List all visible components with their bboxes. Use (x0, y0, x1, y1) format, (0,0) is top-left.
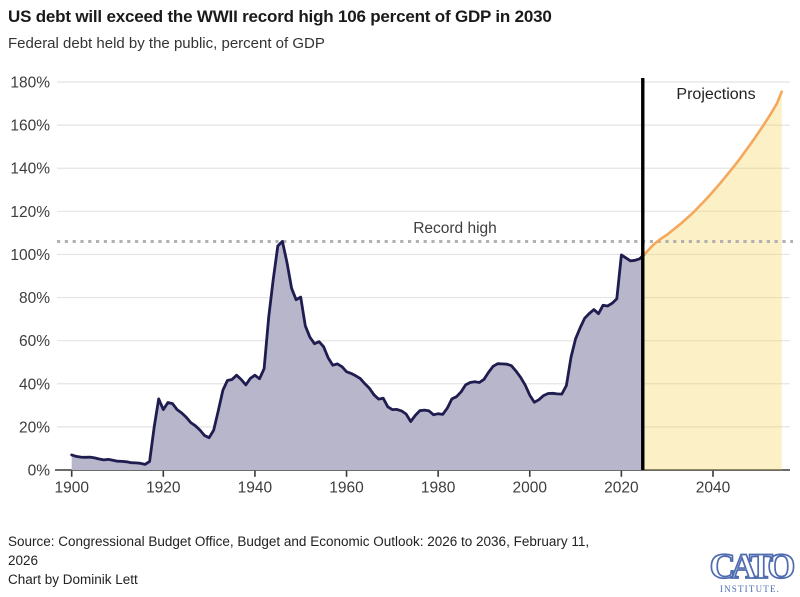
x-axis-label-1980: 1980 (421, 480, 456, 497)
projection-line (643, 90, 783, 256)
chart-subtitle: Federal debt held by the public, percent… (8, 35, 325, 52)
y-axis-label-60: 60% (19, 333, 50, 350)
cato-institute-logo: CATO INSTITUTE. (704, 546, 796, 594)
x-axis-label-2020: 2020 (604, 480, 639, 497)
cato-logo-wordmark: CATO (709, 546, 796, 586)
x-axis-label-1960: 1960 (329, 480, 364, 497)
record-high-label: Record high (413, 220, 497, 237)
x-axis-label-1920: 1920 (146, 480, 181, 497)
y-axis-label-40: 40% (19, 376, 50, 393)
x-axis-label-2000: 2000 (513, 480, 548, 497)
y-axis-label-180: 180% (10, 74, 50, 91)
y-axis-label-0: 0% (28, 463, 51, 480)
plot-area: 0% 20% 40% 60% 80% 100% 120% 140% 160% 180% 1900 19… (10, 74, 793, 497)
historical-line (70, 239, 646, 466)
cato-logo-institute: INSTITUTE. (719, 584, 781, 594)
source-line-2: 2026 (8, 553, 39, 568)
x-axis-label-1940: 1940 (238, 480, 273, 497)
source-line-1: Source: Congressional Budget Office, Bud… (8, 534, 590, 549)
chart-credit: Chart by Dominik Lett (8, 572, 138, 587)
footer: Source: Congressional Budget Office, Bud… (8, 532, 648, 589)
y-axis-label-20: 20% (19, 419, 50, 436)
y-axis-label-100: 100% (10, 247, 50, 264)
y-axis-label-120: 120% (10, 204, 50, 221)
x-axis-label-1900: 1900 (54, 480, 89, 497)
x-axis-label-2040: 2040 (696, 480, 731, 497)
historical-area (71, 241, 645, 470)
projections-label: Projections (676, 86, 755, 103)
projection-area (644, 91, 782, 470)
y-axis-label-140: 140% (10, 161, 50, 178)
chart-title: US debt will exceed the WWII record high… (8, 7, 552, 26)
y-axis-label-80: 80% (19, 290, 50, 307)
y-axis-label-160: 160% (10, 118, 50, 135)
